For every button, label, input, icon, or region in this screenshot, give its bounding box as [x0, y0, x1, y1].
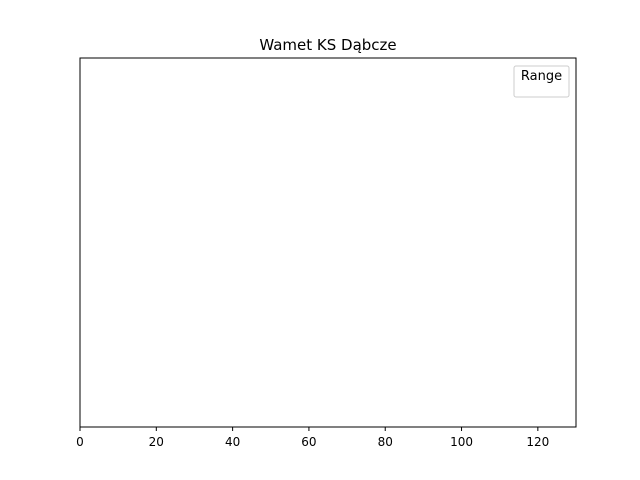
- x-tick-label: 20: [149, 435, 164, 449]
- chart-title: Wamet KS Dąbcze: [259, 36, 396, 54]
- x-tick-label: 100: [450, 435, 473, 449]
- x-tick-label: 80: [378, 435, 393, 449]
- legend: Range: [513, 65, 570, 98]
- plot-area: [79, 57, 577, 428]
- x-tick-label: 60: [301, 435, 316, 449]
- legend-frame: [513, 65, 570, 98]
- x-tick-label: 40: [225, 435, 240, 449]
- legend-title: Range: [521, 69, 562, 84]
- x-tick-label: 0: [76, 435, 84, 449]
- x-tick-label: 120: [526, 435, 549, 449]
- x-axis: 0 20 40 60 80 100 120: [76, 427, 549, 449]
